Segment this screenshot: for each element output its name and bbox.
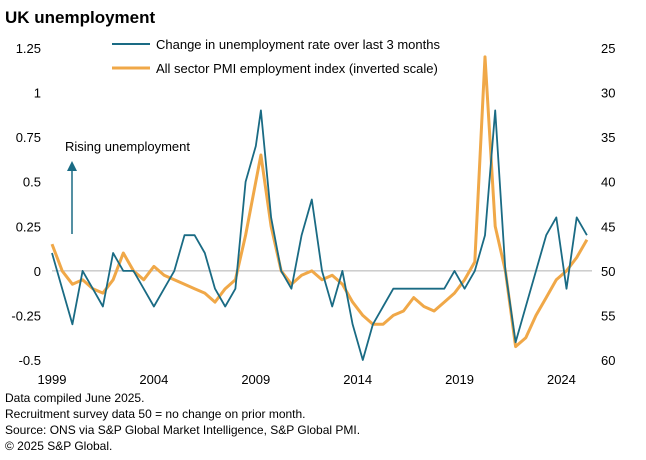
footnote-copyright: © 2025 S&P Global.	[5, 439, 113, 453]
series-lines	[50, 55, 589, 361]
axes: 1.25 1 0.75 0.5 0.25 0 -0.25 -0.5 25 30 35 40 45 50 55…	[11, 41, 615, 387]
x-axis-tick-label: 1999	[38, 372, 67, 387]
left-axis-tick-label: -0.5	[19, 353, 41, 368]
left-axis-tick-label: -0.25	[11, 308, 41, 323]
legend-label: All sector PMI employment index (inverte…	[156, 61, 438, 76]
right-axis-tick-label: 45	[601, 219, 615, 234]
footnote-compiled: Data compiled June 2025.	[5, 391, 145, 405]
right-axis-tick-label: 50	[601, 264, 615, 279]
x-axis-tick-label: 2004	[139, 372, 168, 387]
right-axis-tick-label: 35	[601, 130, 615, 145]
legend: Change in unemployment rate over last 3 …	[112, 37, 440, 76]
left-axis-tick-label: 0.5	[23, 175, 41, 190]
series-line-pmi-employment	[50, 55, 589, 349]
series-line-unemployment-change	[51, 109, 588, 361]
right-axis-tick-label: 40	[601, 175, 615, 190]
annotation-arrow-head	[67, 161, 77, 171]
rising-annotation: Rising unemployment	[65, 139, 190, 234]
right-axis-tick-label: 55	[601, 308, 615, 323]
chart-canvas: UK unemployment 1.25 1 0.75 0.5 0.25 0 -0.25 -0…	[5, 8, 615, 387]
footnotes: Data compiled June 2025. Recruitment sur…	[5, 390, 360, 454]
right-axis-tick-label: 25	[601, 41, 615, 56]
annotation-text: Rising unemployment	[65, 139, 190, 154]
left-axis-tick-label: 0.25	[16, 219, 41, 234]
right-axis-tick-label: 30	[601, 86, 615, 101]
x-axis-tick-label: 2019	[445, 372, 474, 387]
x-axis-tick-label: 2009	[241, 372, 270, 387]
left-axis-tick-label: 0.75	[16, 130, 41, 145]
footnote-source: Source: ONS via S&P Global Market Intell…	[5, 423, 361, 437]
x-axis-tick-label: 2024	[547, 372, 576, 387]
x-axis-tick-label: 2014	[343, 372, 372, 387]
footnote-survey: Recruitment survey data 50 = no change o…	[5, 407, 306, 421]
left-axis-tick-label: 1.25	[16, 41, 41, 56]
right-axis-tick-label: 60	[601, 353, 615, 368]
chart-title: UK unemployment	[5, 8, 156, 27]
left-axis-tick-label: 1	[34, 86, 41, 101]
left-axis-tick-label: 0	[34, 264, 41, 279]
legend-label: Change in unemployment rate over last 3 …	[156, 37, 440, 52]
